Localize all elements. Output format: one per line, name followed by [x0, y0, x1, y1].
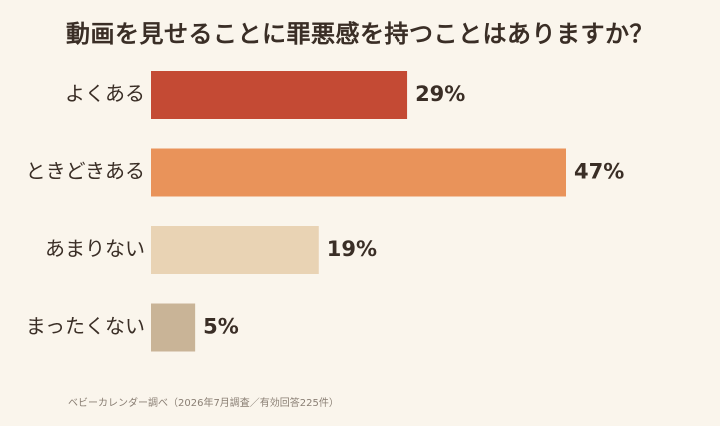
bar — [151, 71, 408, 119]
source-note: ベビーカレンダー調べ（2026年7月調査／有効回答225件） — [68, 398, 339, 409]
bar — [151, 226, 319, 274]
category-label: よくある — [65, 82, 145, 106]
bar — [151, 303, 196, 352]
category-label: まったくない — [26, 314, 145, 338]
bar — [151, 148, 566, 197]
category-label: ときどきある — [26, 159, 145, 183]
value-label: 47% — [574, 160, 624, 184]
value-label: 29% — [415, 82, 465, 106]
value-label: 5% — [203, 315, 239, 339]
category-label: あまりない — [45, 237, 145, 261]
chart-title: 動画を見せることに罪悪感を持つことはありますか？ — [66, 20, 654, 48]
value-label: 19% — [327, 237, 377, 261]
